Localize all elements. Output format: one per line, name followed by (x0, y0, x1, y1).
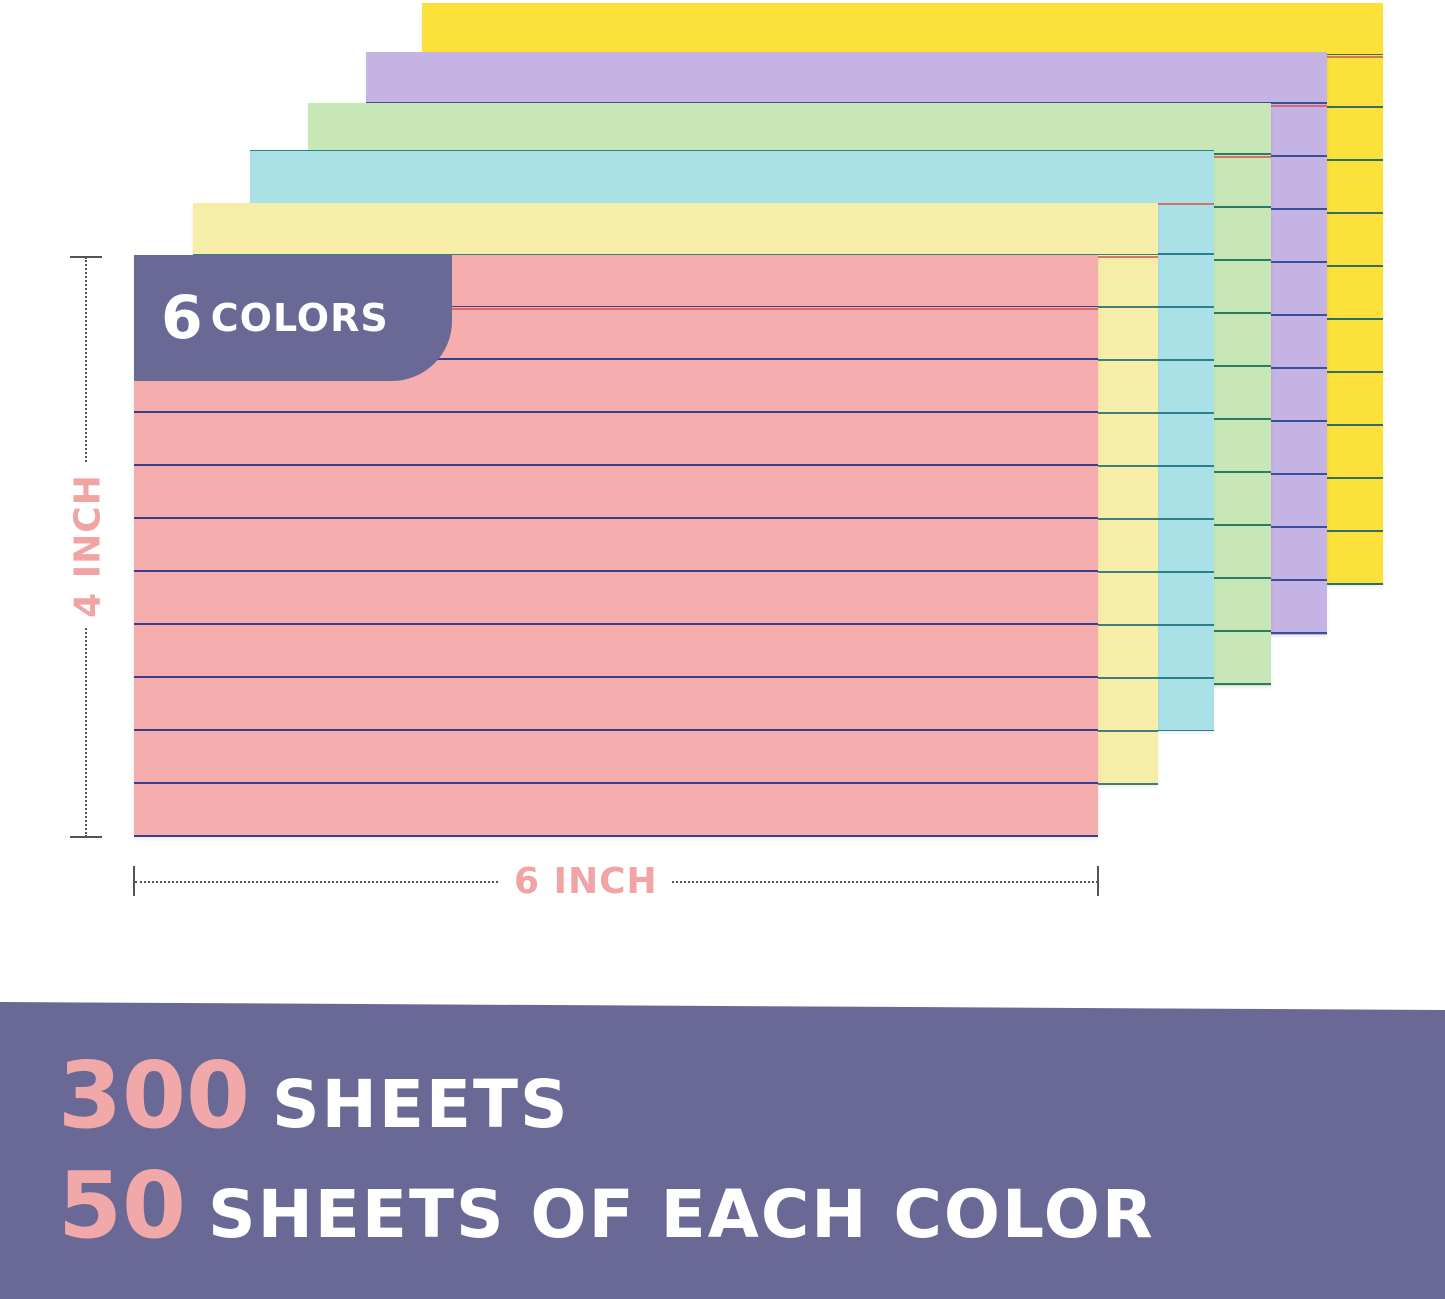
total-sheets-number: 300 (58, 1042, 251, 1149)
sheets-banner: 300 SHEETS 50 SHEETS OF EACH COLOR (0, 1002, 1445, 1299)
per-color-text: SHEETS OF EACH COLOR (208, 1176, 1155, 1253)
width-tick-right (1097, 866, 1099, 896)
per-color-number: 50 (58, 1152, 187, 1259)
colors-count: 6 (161, 283, 203, 353)
height-tick-bottom (70, 836, 102, 838)
banner-line-per-color: 50 SHEETS OF EACH COLOR (58, 1152, 1155, 1259)
banner-line-total: 300 SHEETS (58, 1042, 570, 1149)
colors-label: COLORS (210, 296, 389, 340)
height-label: 4 INCH (67, 464, 109, 628)
height-tick-top (70, 256, 102, 258)
width-label: 6 INCH (500, 861, 672, 902)
width-tick-left (133, 866, 135, 896)
colors-badge: 6 COLORS (134, 255, 452, 381)
total-sheets-text: SHEETS (272, 1066, 570, 1143)
